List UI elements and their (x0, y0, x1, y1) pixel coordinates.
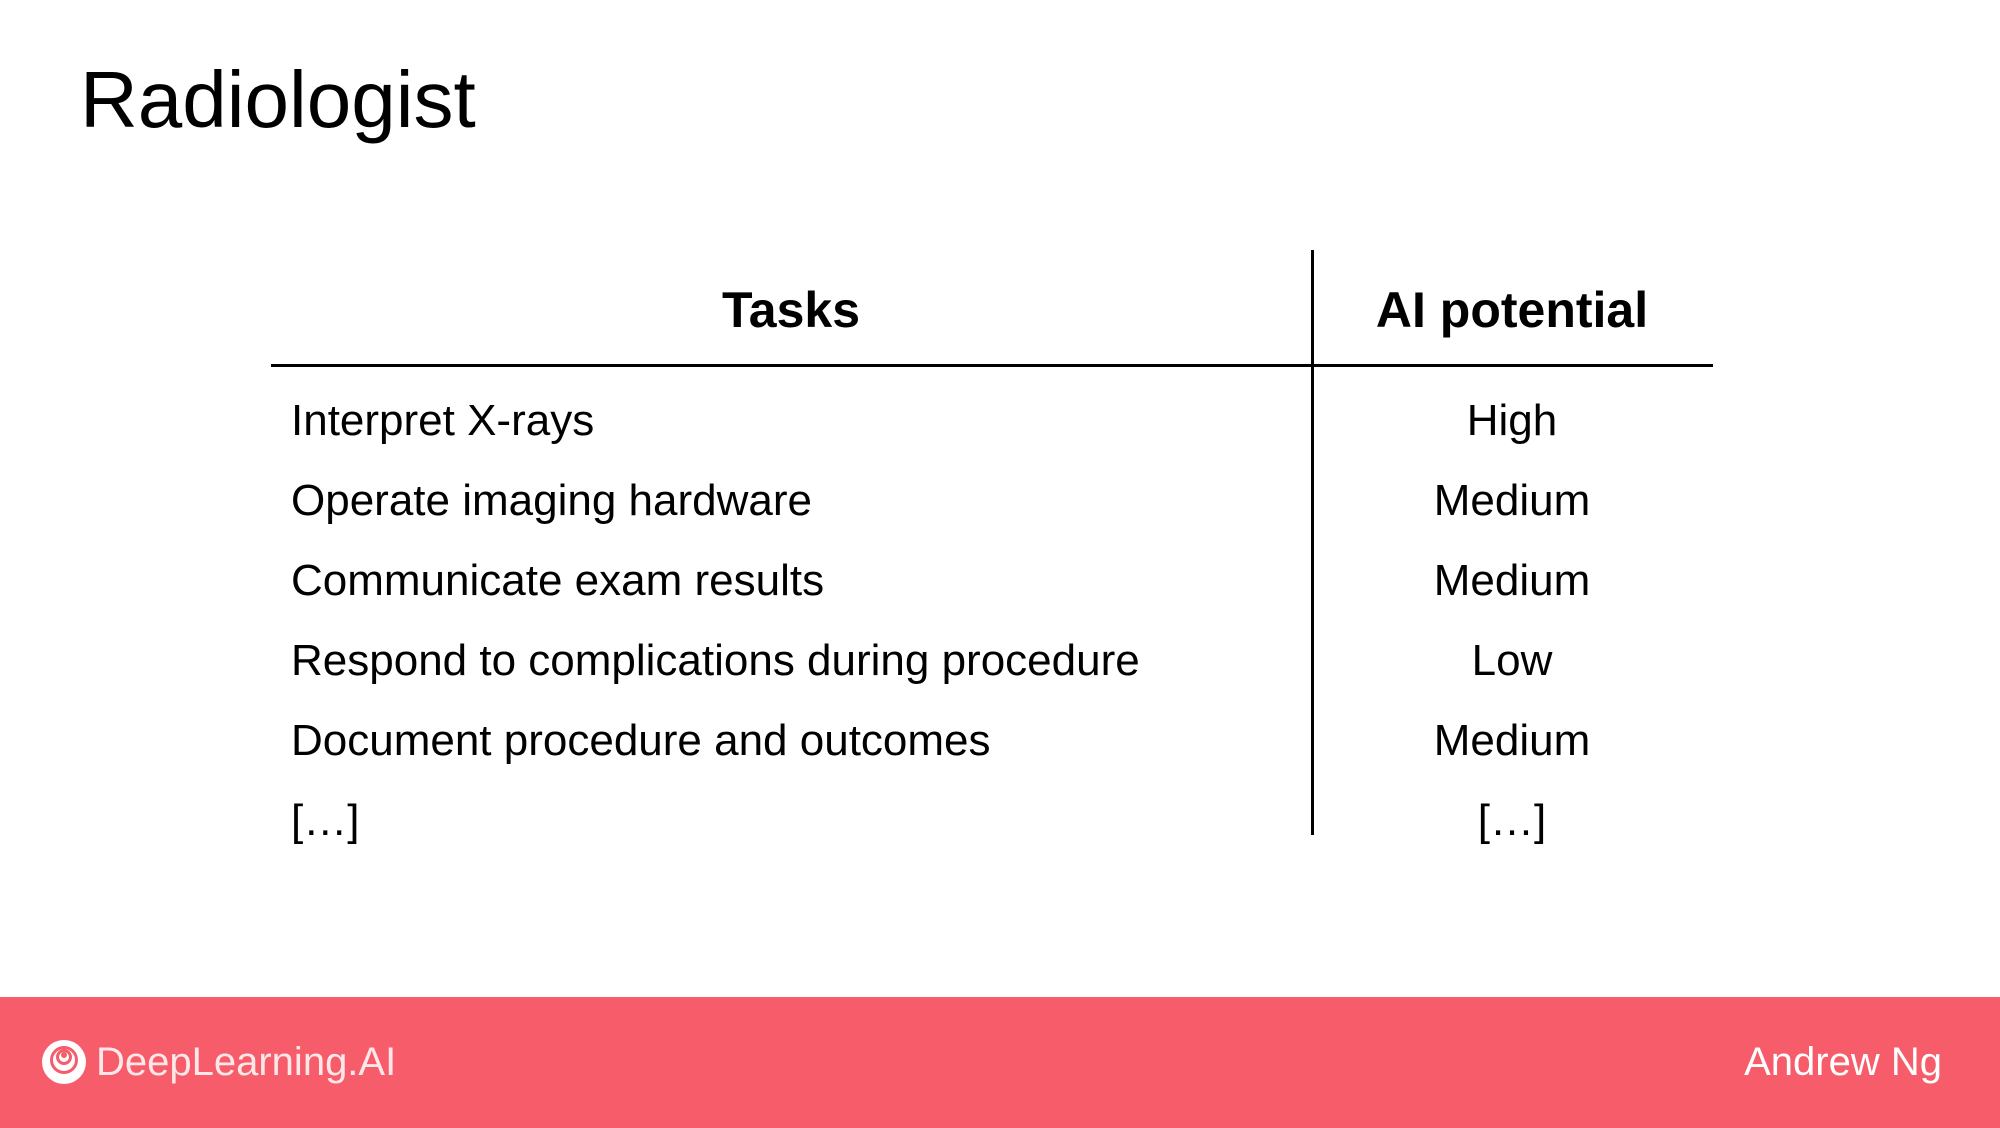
table-row: Interpret X-rays High (0, 381, 2000, 461)
table-row: Document procedure and outcomes Medium (0, 701, 2000, 781)
table-row: Operate imaging hardware Medium (0, 461, 2000, 541)
ai-potential-cell: Medium (1433, 556, 1591, 605)
ai-potential-cell: Low (1471, 636, 1553, 685)
column-header-tasks: Tasks (721, 282, 861, 338)
footer-bar: DeepLearning.AI Andrew Ng (0, 997, 2000, 1128)
deeplearning-ai-logo: DeepLearning.AI (42, 1032, 396, 1092)
task-cell: Document procedure and outcomes (291, 716, 991, 765)
task-cell: Respond to complications during procedur… (291, 636, 1140, 685)
header-divider (271, 364, 1713, 367)
author-name: Andrew Ng (1744, 1040, 1942, 1084)
task-cell: Interpret X-rays (291, 396, 595, 445)
ai-potential-cell: […] (1477, 796, 1547, 845)
table-row: Communicate exam results Medium (0, 541, 2000, 621)
task-cell: Operate imaging hardware (291, 476, 812, 525)
ai-potential-cell: High (1466, 396, 1558, 445)
task-cell: Communicate exam results (291, 556, 825, 605)
tasks-table: Tasks AI potential Interpret X-rays High… (0, 250, 2000, 861)
ai-potential-cell: Medium (1433, 716, 1591, 765)
column-header-ai-potential: AI potential (1375, 282, 1649, 338)
table-row: […] […] (0, 781, 2000, 861)
table-row: Respond to complications during procedur… (0, 621, 2000, 701)
column-divider (1311, 250, 1314, 835)
task-cell: […] (291, 796, 360, 845)
slide-title: Radiologist (80, 55, 476, 144)
deeplearning-ai-logo-icon (42, 1040, 86, 1084)
logo-text: DeepLearning.AI (96, 1040, 397, 1084)
ai-potential-cell: Medium (1433, 476, 1591, 525)
